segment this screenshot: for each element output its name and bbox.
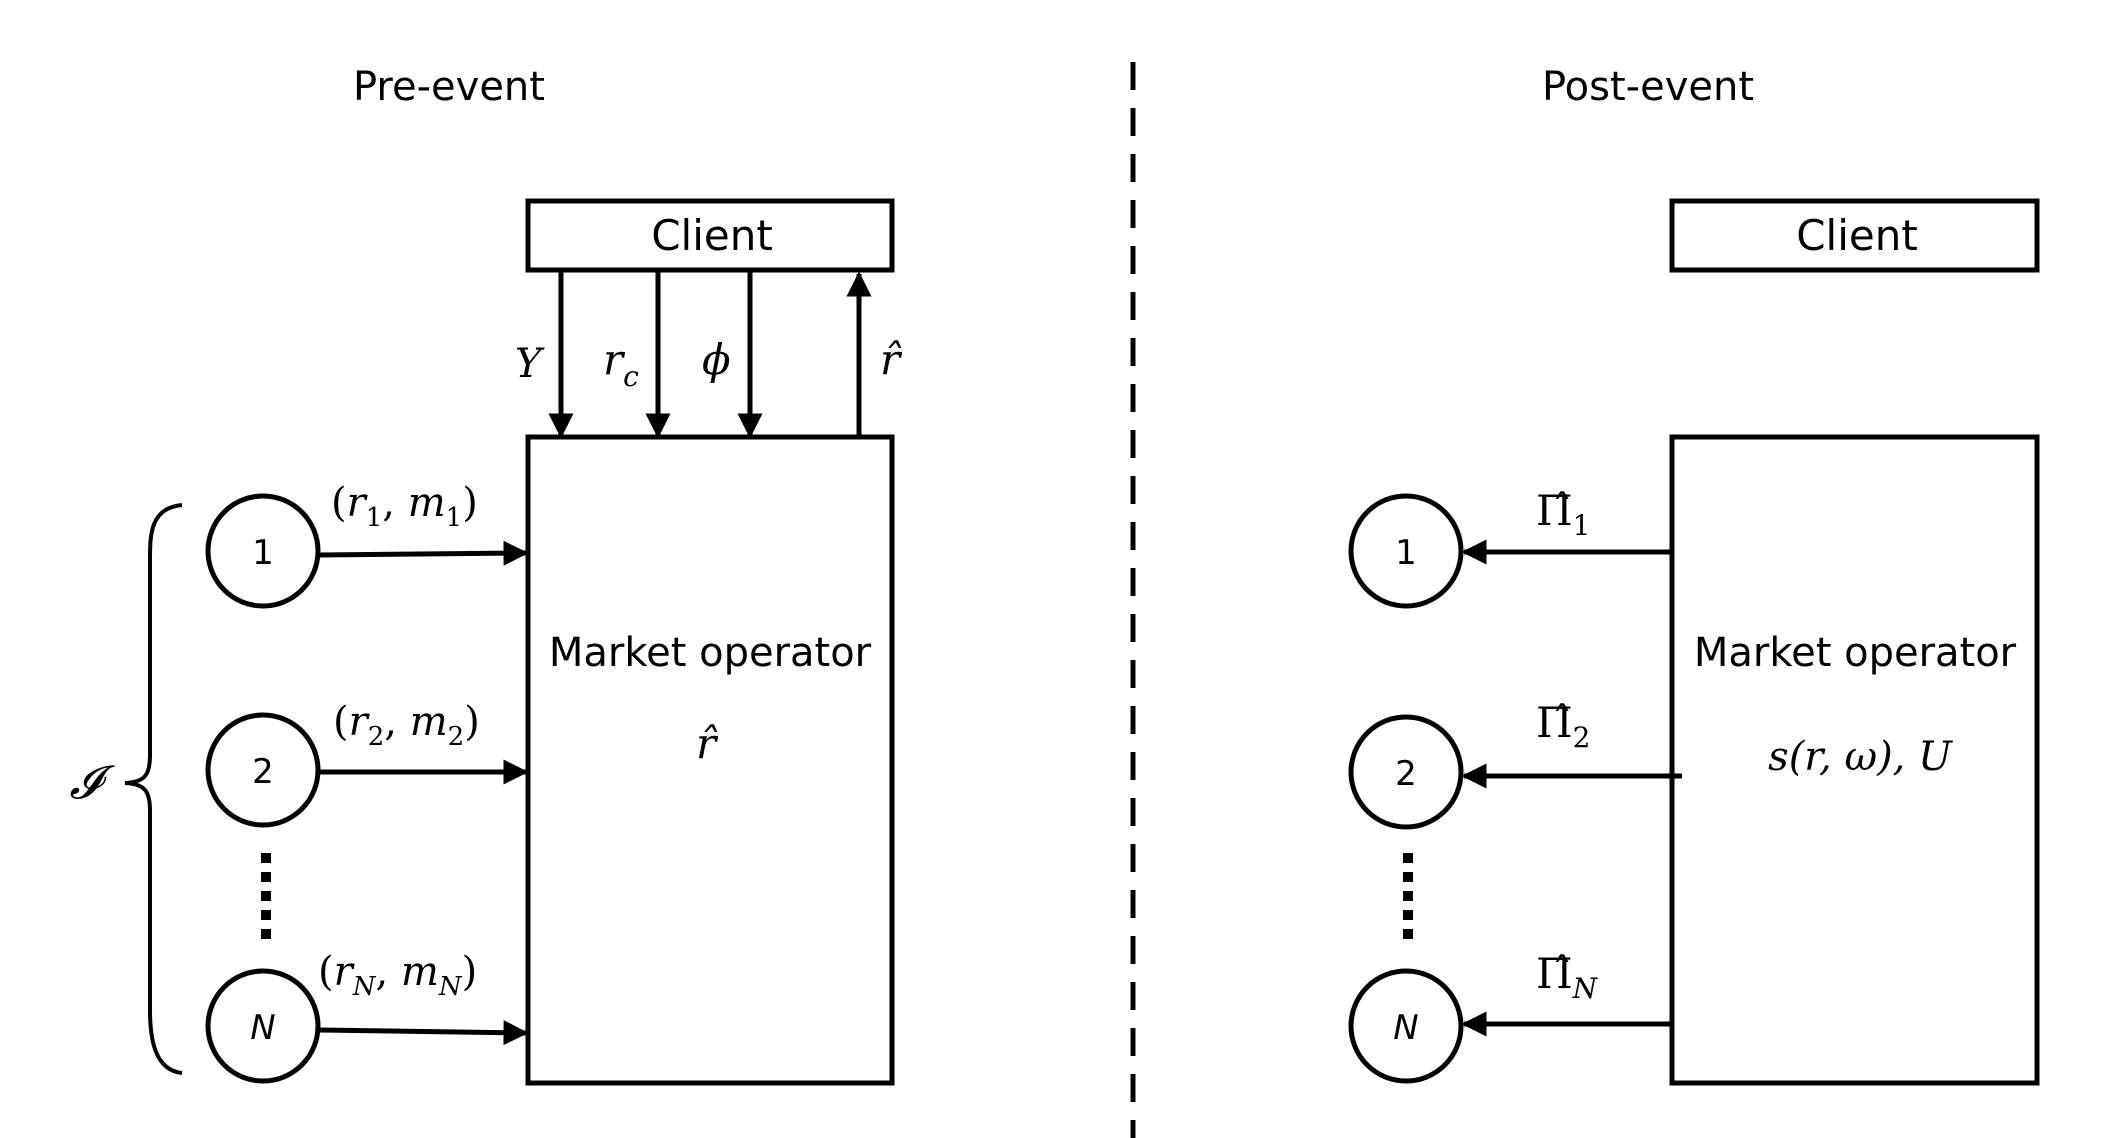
pre-node-1: 1 (205, 493, 321, 609)
post-client-label: Client (1796, 211, 1918, 260)
pre-operator-title: Market operator (549, 630, 872, 676)
post-client-box: Client (1669, 198, 2040, 273)
payoff-node-2: Π̂2 (1536, 698, 1590, 754)
arrow-node1-operator (319, 540, 529, 566)
post-node-N: N (1348, 968, 1464, 1084)
payoff-node-1: Π̂1 (1536, 486, 1590, 542)
pre-market-operator-box: Market operator r̂ (525, 434, 895, 1086)
msg-node-2: (r2, m2) (333, 699, 480, 752)
pre-node-1-label: 1 (252, 533, 274, 573)
pre-node-2-label: 2 (252, 752, 274, 792)
post-event-heading: Post-event (1542, 64, 1754, 110)
label-rhat-return: r̂ (880, 335, 903, 384)
payoff-node-N: Π̂N (1536, 949, 1599, 1005)
label-phi: ϕ (702, 335, 731, 384)
arrow-nodeN-operator (319, 1020, 529, 1046)
post-node-1: 1 (1348, 493, 1464, 609)
pre-event-heading: Pre-event (353, 64, 545, 110)
msg-node-N: (rN, mN) (318, 949, 477, 1002)
label-rc: rc (603, 335, 639, 393)
pre-operator-value: r̂ (696, 719, 719, 768)
set-label: 𝓘 (69, 755, 115, 809)
pre-client-box: Client (525, 198, 895, 273)
post-node-2-label: 2 (1395, 754, 1417, 794)
msg-node-1: (r1, m1) (331, 480, 478, 533)
pre-node-N-label: N (250, 1008, 275, 1048)
post-operator-value: s(r, ω), U (1768, 734, 1953, 780)
post-operator-title: Market operator (1694, 630, 2017, 676)
post-node-1-label: 1 (1395, 533, 1417, 573)
set-brace (124, 503, 183, 1075)
post-node-N-label: N (1393, 1008, 1418, 1048)
pre-node-N: N (205, 968, 321, 1084)
pre-client-label: Client (651, 211, 773, 260)
label-Y: Y (515, 341, 545, 387)
post-market-operator-box: Market operator s(r, ω), U (1669, 434, 2040, 1086)
pre-node-2: 2 (205, 712, 321, 828)
post-node-2: 2 (1348, 714, 1464, 830)
